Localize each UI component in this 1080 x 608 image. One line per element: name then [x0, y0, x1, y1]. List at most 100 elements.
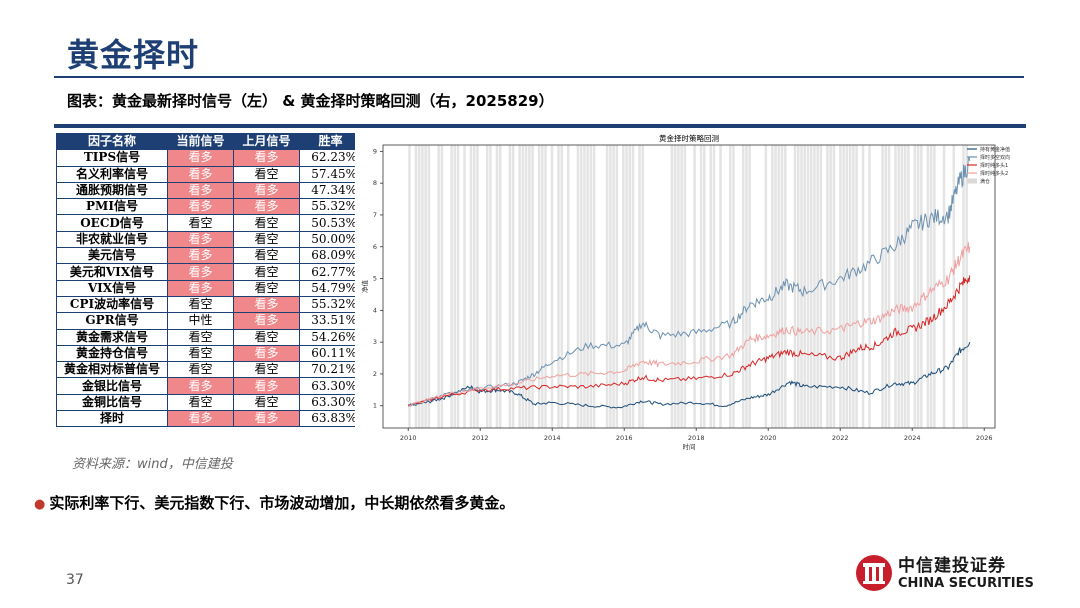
y-tick-label: 8	[373, 179, 377, 187]
previous-signal-cell: 看空	[233, 393, 300, 412]
bull-band	[829, 145, 832, 428]
bull-band	[793, 145, 797, 428]
bull-band	[852, 145, 855, 428]
previous-signal-cell: 看多	[233, 312, 300, 330]
y-tick-label: 9	[373, 147, 377, 155]
table-row: GPR信号 中性 看多 33.51%	[56, 312, 362, 330]
table-row: VIX信号 看多 看空 54.79%	[56, 279, 362, 297]
current-signal-cell: 看空	[167, 214, 234, 232]
bull-band	[907, 145, 910, 428]
page-title: 黄金择时	[67, 36, 200, 74]
bull-band	[709, 145, 713, 428]
current-signal-cell: 看多	[167, 230, 234, 249]
current-signal-cell: 看多	[167, 198, 234, 216]
bull-band	[800, 145, 803, 428]
x-axis-label: 时间	[683, 442, 696, 451]
win-rate-cell: 62.23%	[299, 149, 362, 167]
bull-band	[868, 145, 871, 428]
bull-band	[495, 145, 499, 428]
conclusion-bullet: ● 实际利率下行、美元指数下行、市场波动增加，中长期依然看多黄金。	[34, 492, 514, 513]
previous-signal-cell: 看多	[233, 295, 300, 314]
previous-signal-cell: 看多	[233, 344, 300, 363]
previous-signal-cell: 看多	[233, 181, 300, 200]
bull-band	[809, 145, 813, 428]
plot-frame	[382, 144, 996, 429]
table-row: PMI信号 看多 看多 55.32%	[56, 198, 362, 216]
bull-band	[609, 145, 612, 428]
factor-name-cell: 非农就业信号	[56, 230, 168, 249]
bull-band	[832, 145, 836, 428]
legend-label: 择时纯多头1	[980, 162, 1008, 169]
previous-signal-cell: 看多	[233, 377, 300, 395]
bull-band	[625, 145, 628, 428]
logo-chinese-text: 中信建投证券	[898, 556, 1006, 576]
bull-band	[518, 145, 521, 428]
bull-band	[748, 145, 751, 428]
bull-band	[819, 145, 823, 428]
bull-band	[631, 145, 635, 428]
table-row: 金银比信号 看多 看多 63.30%	[56, 377, 362, 395]
factor-name-cell: 黄金持仓信号	[56, 344, 168, 363]
win-rate-cell: 33.51%	[299, 312, 362, 330]
bull-band	[848, 145, 852, 428]
factor-name-cell: TIPS信号	[56, 149, 168, 167]
y-tick-label: 2	[373, 370, 377, 378]
bull-band	[806, 145, 810, 428]
bull-band	[456, 145, 460, 428]
factor-name-cell: 黄金相对标普信号	[56, 361, 168, 379]
bull-band	[741, 145, 745, 428]
table-row: OECD信号 看空 看空 50.53%	[56, 214, 362, 232]
bull-band	[719, 145, 722, 428]
current-signal-cell: 看空	[167, 361, 234, 379]
current-signal-cell: 看多	[167, 165, 234, 183]
bull-band	[861, 145, 865, 428]
factor-name-cell: 美元和VIX信号	[56, 263, 168, 281]
y-axis-label: 净值	[360, 280, 369, 294]
bull-band	[962, 145, 965, 428]
bull-band	[913, 145, 917, 428]
current-signal-cell: 看多	[167, 181, 234, 200]
bull-band	[489, 145, 492, 428]
legend-label: 持有黄金净值	[980, 146, 1010, 153]
bull-band	[680, 145, 683, 428]
win-rate-cell: 62.77%	[299, 263, 362, 281]
header-previous: 上月信号	[233, 132, 300, 151]
bull-band	[550, 145, 554, 428]
bull-band	[677, 145, 680, 428]
table-row: 通胀预期信号 看多 看多 47.34%	[56, 181, 362, 200]
chart-svg: 2010 2012 2014 2016 2018 2020 2022 2024 2026 1 2 3 4…	[355, 131, 1020, 456]
bull-band	[537, 145, 541, 428]
bull-band	[764, 145, 768, 428]
table-row: 黄金需求信号 看空 看空 54.26%	[56, 328, 362, 346]
table-row: 美元信号 看多 看空 68.09%	[56, 247, 362, 265]
bull-band	[784, 145, 787, 428]
bull-band	[521, 145, 525, 428]
bull-band	[673, 145, 677, 428]
bull-band	[803, 145, 806, 428]
previous-signal-cell: 看多	[233, 198, 300, 216]
bull-band	[732, 145, 735, 428]
bull-band	[703, 145, 706, 428]
win-rate-cell: 68.09%	[299, 247, 362, 265]
series-line-3	[407, 242, 971, 408]
current-signal-cell: 看空	[167, 295, 234, 314]
previous-signal-cell: 看空	[233, 279, 300, 297]
bull-band	[528, 145, 531, 428]
bull-band	[453, 145, 457, 428]
table-row: CPI波动率信号 看空 看多 55.32%	[56, 295, 362, 314]
bull-band	[485, 145, 489, 428]
win-rate-cell: 63.30%	[299, 377, 362, 395]
bull-band	[414, 145, 418, 428]
bull-band	[628, 145, 632, 428]
figure-caption: 图表：黄金最新择时信号（左） & 黄金择时策略回测（右，2025829）	[67, 92, 554, 110]
factor-name-cell: OECD信号	[56, 214, 168, 232]
x-tick-label: 2010	[400, 434, 417, 442]
bull-band	[592, 145, 596, 428]
bull-band	[670, 145, 674, 428]
bull-band	[583, 145, 586, 428]
legend-label: 择时多空双向	[980, 154, 1010, 161]
current-signal-cell: 看多	[167, 247, 234, 265]
bull-band	[508, 145, 512, 428]
bull-band	[780, 145, 784, 428]
bull-band	[638, 145, 641, 428]
